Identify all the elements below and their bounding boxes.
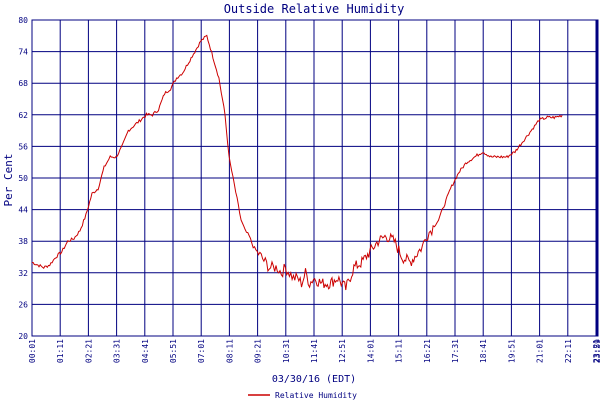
- x-tick-label: 22:11: [564, 339, 573, 363]
- x-tick-label: 00:01: [28, 339, 37, 363]
- y-tick-label: 38: [18, 237, 28, 246]
- x-tick-label: 07:01: [197, 339, 206, 363]
- y-tick-label: 68: [18, 79, 28, 88]
- x-axis-ticks: 00:01 01:11 02:21 03:31 04:41 05:51 07:01 08:11…: [28, 339, 600, 363]
- x-tick-label: 18:41: [479, 339, 488, 363]
- x-tick-label: 05:51: [169, 339, 178, 363]
- x-tick-label: 16:21: [423, 339, 432, 363]
- chart-title: Outside Relative Humidity: [224, 2, 405, 16]
- y-tick-label: 74: [18, 48, 28, 57]
- y-tick-label: 26: [18, 300, 28, 309]
- x-tick-label: 03:31: [113, 339, 122, 363]
- x-tick-label: 23:21: [592, 339, 600, 363]
- x-tick-label: 23:59: [593, 339, 600, 363]
- x-tick-label: 04:41: [141, 339, 150, 363]
- legend: Relative Humidity: [248, 391, 357, 400]
- x-tick-label: 19:51: [507, 339, 516, 363]
- x-tick-label: 01:11: [56, 339, 65, 363]
- series-line-relative-humidity: [31, 34, 563, 291]
- y-tick-label: 62: [18, 111, 28, 120]
- y-axis-label: Per Cent: [2, 154, 15, 207]
- x-tick-label: 17:31: [451, 339, 460, 363]
- x-tick-label: 12:51: [338, 339, 347, 363]
- x-tick-label: 09:21: [254, 339, 263, 363]
- x-tick-label: 21:01: [536, 339, 545, 363]
- y-tick-label: 56: [18, 142, 28, 151]
- x-tick-label: 10:31: [282, 339, 291, 363]
- y-tick-label: 50: [18, 174, 28, 183]
- y-tick-label: 44: [18, 206, 28, 215]
- x-tick-label: 08:11: [225, 339, 234, 363]
- x-tick-label: 15:11: [395, 339, 404, 363]
- x-tick-label: 02:21: [84, 339, 93, 363]
- x-axis-label: 03/30/16 (EDT): [272, 374, 356, 385]
- y-tick-label: 32: [18, 269, 28, 278]
- legend-label: Relative Humidity: [275, 391, 357, 400]
- y-tick-label: 20: [18, 332, 28, 341]
- x-tick-label: 14:01: [366, 339, 375, 363]
- grid: [32, 19, 598, 337]
- y-tick-label: 80: [18, 16, 28, 25]
- x-tick-label: 11:41: [310, 339, 319, 363]
- series-group: [31, 34, 563, 291]
- y-axis-ticks: 20 26 32 38 44 50 56 62 68 74 80: [18, 16, 28, 341]
